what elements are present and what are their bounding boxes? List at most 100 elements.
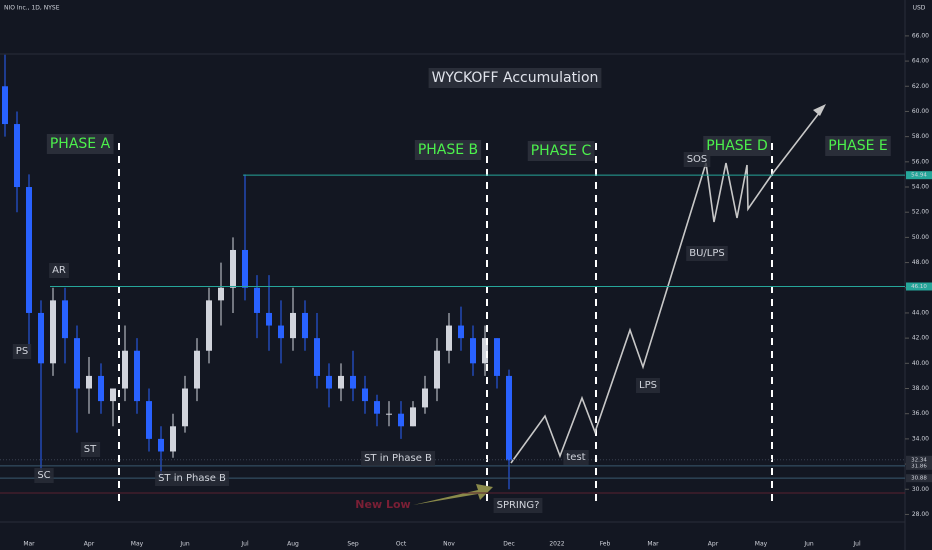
annotation-box: [34, 468, 54, 483]
candle-body: [398, 413, 404, 427]
annotation: PHASE C: [531, 143, 592, 159]
annotation: SPRING?: [497, 500, 540, 511]
annotation-box: [527, 141, 595, 161]
x-tick-label: Feb: [600, 541, 611, 548]
candle-body: [26, 187, 32, 313]
x-tick-label: Apr: [708, 541, 719, 548]
annotation: PHASE E: [828, 138, 888, 154]
x-tick-label: Mar: [647, 541, 659, 548]
annotation: New Low: [355, 498, 410, 511]
candle-body: [446, 325, 452, 351]
annotation-box: [428, 68, 602, 88]
candle-body: [86, 375, 92, 389]
annotation: PS: [16, 346, 28, 357]
new-low-arrow: [413, 484, 493, 505]
currency: USD: [913, 5, 926, 12]
candle-body: [386, 413, 392, 415]
candle-body: [134, 350, 140, 402]
candle-body: [230, 249, 236, 288]
annotation-box: [683, 152, 711, 167]
y-tick-label: 42.00: [912, 335, 929, 342]
level-label: 54.94: [911, 173, 927, 179]
level-tag: [906, 474, 932, 483]
candle-body: [110, 388, 116, 402]
candle-body: [314, 338, 320, 376]
y-tick-label: 66.00: [912, 32, 929, 39]
annotation-box: [155, 471, 230, 486]
x-tick-label: May: [755, 541, 768, 548]
last-price-label: 32.34: [911, 457, 927, 463]
level-label: 31.86: [911, 463, 927, 469]
annotation-box: [361, 451, 436, 466]
candle-body: [242, 249, 248, 288]
level-label: 30.88: [911, 476, 927, 482]
annotation: SC: [37, 470, 50, 481]
y-tick-label: 40.00: [912, 360, 929, 367]
y-tick-label: 38.00: [912, 385, 929, 392]
phase-dividers: [118, 143, 773, 503]
candle-body: [158, 438, 164, 452]
y-tick-label: 50.00: [912, 234, 929, 241]
candle-body: [350, 375, 356, 389]
y-tick-label: 48.00: [912, 259, 929, 266]
candle-body: [170, 426, 176, 452]
annotation-box: [636, 378, 660, 393]
candle-body: [422, 388, 428, 408]
candle-body: [50, 300, 56, 364]
annotation-box: [12, 344, 32, 359]
annotation-box: [46, 134, 114, 154]
annotation: test: [566, 452, 585, 463]
annotation: AR: [52, 265, 66, 276]
annotation-box: [80, 442, 101, 457]
x-tick-label: Aug: [287, 541, 299, 548]
y-tick-label: 28.00: [912, 511, 929, 518]
level-tag: [906, 282, 932, 291]
annotation: BU/LPS: [689, 248, 725, 259]
y-tick-label: 58.00: [912, 133, 929, 140]
candle-body: [74, 338, 80, 389]
annotation: SOS: [687, 154, 708, 165]
candle-body: [206, 300, 212, 351]
candle-body: [122, 350, 128, 389]
candle-body: [470, 338, 476, 364]
projection-arrowhead: [813, 104, 826, 116]
y-tick-label: 30.00: [912, 486, 929, 493]
x-tick-label: May: [131, 541, 144, 548]
candle-body: [266, 312, 272, 326]
annotation: WYCKOFF Accumulation: [432, 70, 599, 86]
candles: [2, 54, 512, 490]
candle-body: [182, 388, 188, 427]
candle-body: [146, 401, 152, 439]
y-tick-label: 44.00: [912, 309, 929, 316]
last-price-tag: [906, 455, 932, 464]
candle-body: [458, 325, 464, 339]
annotation: ST in Phase B: [364, 453, 432, 464]
x-tick-label: Mar: [23, 541, 35, 548]
annotation-box: [825, 136, 891, 156]
annotation: LPS: [639, 380, 657, 391]
annotation-box: [49, 263, 69, 278]
candle-body: [2, 86, 8, 125]
candle-body: [434, 350, 440, 389]
candle-body: [338, 375, 344, 389]
candle-body: [302, 312, 308, 339]
candle-body: [290, 312, 296, 339]
x-tick-label: Oct: [396, 541, 407, 548]
symbol: NIO Inc., 1D, NYSE: [4, 5, 60, 12]
candle-body: [506, 375, 512, 461]
candle-body: [410, 407, 416, 427]
annotation-box: [686, 246, 728, 261]
annotation-box: [563, 450, 589, 465]
candle-body: [278, 325, 284, 339]
candle-body: [494, 338, 500, 376]
y-tick-label: 54.00: [912, 184, 929, 191]
annotation: PHASE B: [418, 142, 478, 158]
candle-body: [194, 350, 200, 389]
annotation: ST: [84, 444, 97, 455]
x-tick-label: Dec: [503, 541, 515, 548]
annotation-box: [493, 498, 543, 513]
annotation: PHASE A: [50, 136, 111, 152]
level-tag: [906, 461, 932, 470]
y-tick-label: 64.00: [912, 58, 929, 65]
